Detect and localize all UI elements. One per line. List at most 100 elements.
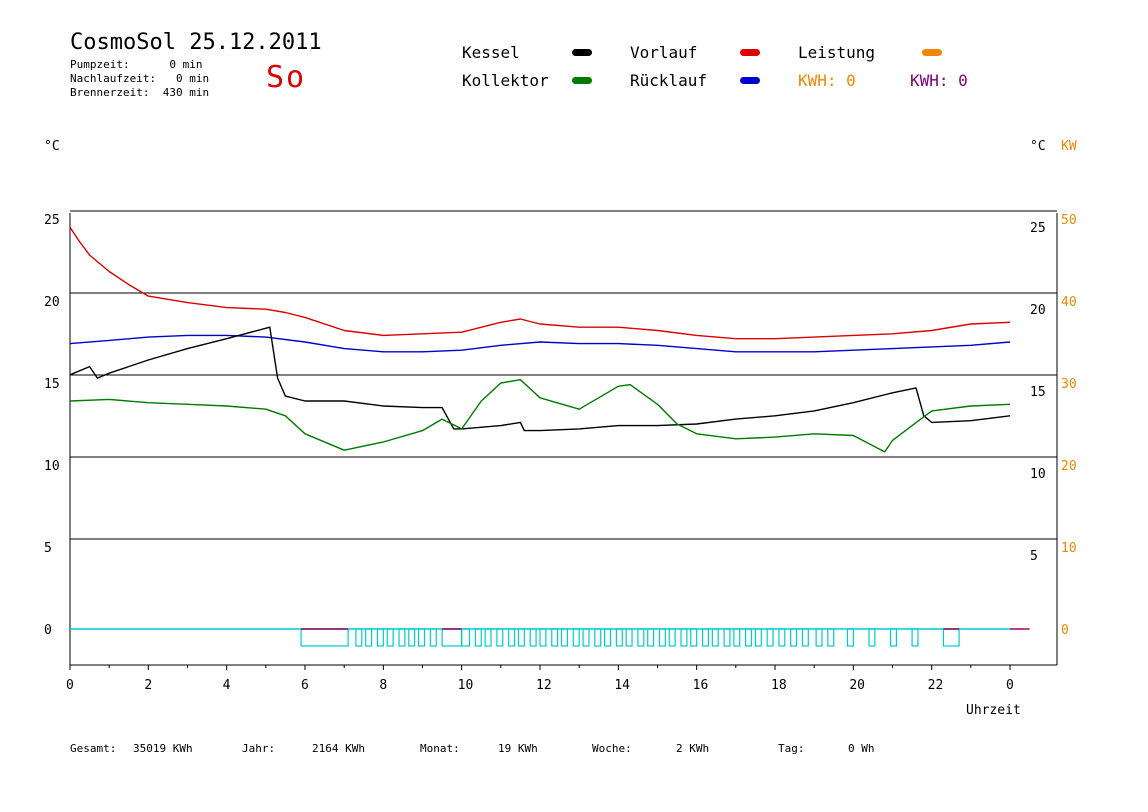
y-left-tick-label: 20 — [44, 295, 60, 310]
pump-interval — [647, 628, 655, 647]
series-line-kollektor — [69, 379, 1011, 453]
legend-leistung-swatch — [922, 49, 942, 56]
y-right-c-tick-label: 10 — [1030, 467, 1046, 482]
y-left-tick-label: 0 — [44, 623, 52, 638]
footer-woche-label: Woche: — [592, 742, 632, 755]
pump-interval — [551, 628, 559, 647]
pump-interval — [827, 628, 835, 647]
x-tick-label: 12 — [536, 678, 552, 693]
series-line-rücklauf — [69, 334, 1011, 353]
y-right-c-tick-label: 15 — [1030, 385, 1046, 400]
pump-interval — [517, 628, 525, 647]
footer-tag-value: 0 Wh — [848, 742, 875, 755]
legend-kessel-swatch — [572, 49, 592, 56]
footer-woche-value: 2 KWh — [676, 742, 710, 755]
x-tick-label: 2 — [144, 678, 152, 693]
nachlaufzeit-text: Nachlaufzeit: 0 min — [70, 72, 210, 85]
pump-interval — [508, 628, 516, 647]
pump-interval — [300, 628, 349, 647]
pump-interval — [868, 628, 876, 647]
legend-kessel-label: Kessel — [462, 43, 520, 62]
x-tick-label: 18 — [771, 678, 787, 693]
x-tick-label: 20 — [849, 678, 865, 693]
pump-interval — [766, 628, 774, 647]
y-right-c-tick-label: 20 — [1030, 303, 1046, 318]
y-left-tick-label: 15 — [44, 377, 60, 392]
x-tick-label: 10 — [458, 678, 474, 693]
pump-interval — [778, 628, 786, 647]
pump-interval — [889, 628, 898, 647]
pump-interval — [637, 628, 645, 647]
y-right-kw-tick-label: 50 — [1061, 213, 1077, 228]
y-left-tick-label: 10 — [44, 459, 60, 474]
right-axis-unit-c: °C — [1030, 139, 1046, 154]
pump-interval — [539, 628, 547, 647]
chart-ticks: 0 5 10 15 20 25 5 10 15 20 25 0 10 20 30 40 50 0 2 4 6 8 10 12 1… — [44, 213, 1077, 693]
pump-interval — [723, 628, 731, 647]
series-line-vorlauf — [69, 226, 1011, 340]
pump-interval — [711, 628, 719, 647]
x-tick-label: 22 — [928, 678, 944, 693]
pump-interval — [615, 628, 623, 647]
pump-interval — [441, 628, 463, 647]
pump-interval — [745, 628, 753, 647]
legend-kwh-second: KWH: 0 — [910, 71, 968, 90]
pump-interval — [560, 628, 569, 647]
left-axis-unit: °C — [44, 139, 60, 154]
pump-interval — [417, 628, 426, 647]
pump-interval — [594, 628, 602, 647]
pump-interval — [733, 628, 741, 647]
footer-jahr-label: Jahr: — [242, 742, 276, 755]
pump-interval — [942, 628, 960, 647]
y-left-tick-label: 5 — [44, 541, 52, 556]
x-axis-label: Uhrzeit — [966, 703, 1021, 718]
pump-interval — [668, 628, 676, 647]
pump-interval — [815, 628, 823, 647]
footer-monat-value: 19 KWh — [498, 742, 538, 755]
pump-interval — [846, 628, 854, 647]
footer-gesamt-value: 35019 KWh — [133, 742, 193, 755]
y-right-kw-tick-label: 30 — [1061, 377, 1077, 392]
pump-interval — [911, 628, 919, 647]
legend-ruecklauf-label: Rücklauf — [630, 71, 708, 90]
x-tick-label: 4 — [223, 678, 231, 693]
right-axis-unit-kw: KW — [1061, 139, 1077, 154]
pump-interval — [529, 628, 537, 647]
pump-interval — [376, 628, 384, 647]
y-right-c-tick-label: 5 — [1030, 549, 1038, 564]
chart-series — [69, 226, 1011, 453]
page-title: CosmoSol 25.12.2011 — [70, 30, 322, 55]
x-tick-label: 0 — [66, 678, 74, 693]
pump-interval — [386, 628, 394, 647]
brennerzeit-text: Brennerzeit: 430 min — [70, 86, 210, 99]
pump-interval — [365, 628, 373, 647]
y-right-c-tick-label: 25 — [1030, 221, 1046, 236]
legend-vorlauf-swatch — [740, 49, 760, 56]
pump-interval — [398, 628, 406, 647]
pump-interval — [572, 628, 580, 647]
pump-interval — [474, 628, 482, 647]
pump-interval — [625, 628, 633, 647]
pump-interval — [408, 628, 416, 647]
pump-interval — [658, 628, 666, 647]
chart-grid — [69, 210, 1058, 666]
footer-gesamt-label: Gesamt: — [70, 742, 117, 755]
footer-tag-label: Tag: — [778, 742, 805, 755]
series-line-kessel — [69, 326, 1011, 432]
pump-interval — [754, 628, 762, 647]
legend-kollektor-label: Kollektor — [462, 71, 549, 90]
pump-activity — [70, 628, 1030, 647]
pump-interval — [801, 628, 809, 647]
y-right-kw-tick-label: 40 — [1061, 295, 1077, 310]
y-right-kw-tick-label: 10 — [1061, 541, 1077, 556]
pump-interval — [582, 628, 590, 647]
pumpzeit-text: Pumpzeit: 0 min — [70, 58, 203, 71]
footer-jahr-value: 2164 KWh — [312, 742, 365, 755]
pump-interval — [484, 628, 492, 647]
y-right-kw-tick-label: 0 — [1061, 623, 1069, 638]
footer-monat-label: Monat: — [420, 742, 460, 755]
pump-interval — [604, 628, 612, 647]
pump-interval — [461, 628, 471, 647]
x-tick-label: 6 — [301, 678, 309, 693]
weekday-label: So — [266, 60, 307, 95]
